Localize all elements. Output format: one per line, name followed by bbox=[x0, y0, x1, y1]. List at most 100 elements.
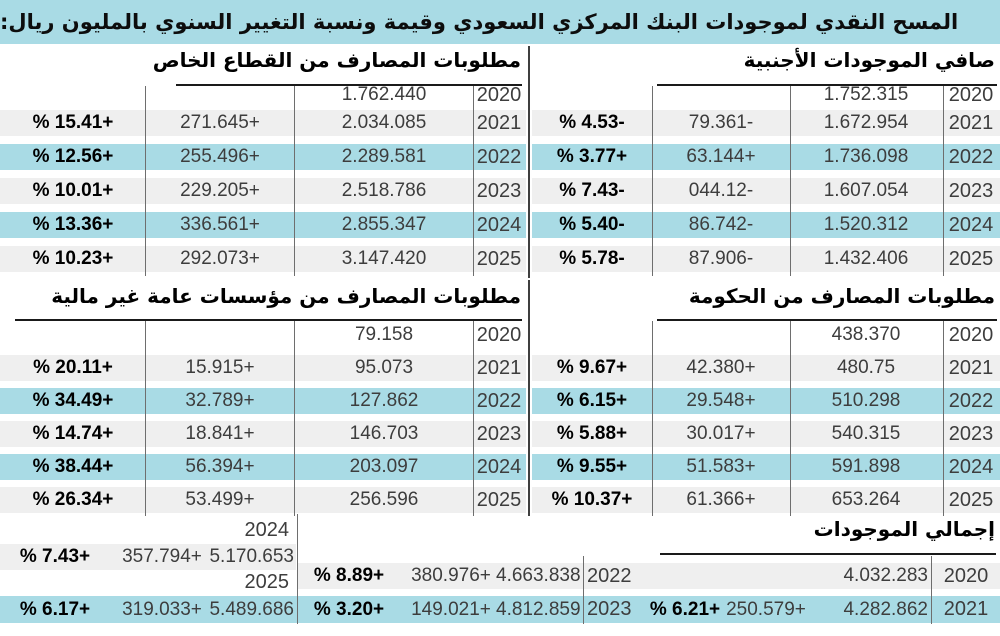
column-divider bbox=[297, 514, 298, 624]
value-cell: 146.703 bbox=[349, 423, 419, 444]
section-title-net-foreign-assets: صافي الموجودات الأجنبية bbox=[743, 48, 995, 72]
year-cell: 2020 bbox=[943, 565, 989, 587]
year-cell: 2025 bbox=[476, 248, 522, 270]
value-cell: 540.315 bbox=[831, 423, 901, 444]
change-cell: 32.789+ bbox=[185, 390, 255, 411]
table-row: 2025 3.147.420 292.073+ % 10.23+ bbox=[0, 246, 526, 272]
value-cell: 203.097 bbox=[349, 456, 419, 477]
change-cell: 51.583+ bbox=[686, 456, 756, 477]
value-cell: 2.289.581 bbox=[341, 146, 427, 167]
change-cell: 250.579+ bbox=[726, 599, 806, 620]
change-cell: 61.366+ bbox=[686, 489, 756, 510]
value-cell: 2.518.786 bbox=[341, 180, 427, 201]
year-cell: 2022 bbox=[948, 146, 994, 168]
value-cell: 1.607.054 bbox=[823, 180, 909, 201]
change-cell: 29.548+ bbox=[686, 390, 756, 411]
change-cell: 87.906- bbox=[688, 248, 754, 269]
table-row: 2022 2.289.581 255.496+ % 12.56+ bbox=[0, 144, 526, 170]
column-divider bbox=[652, 321, 653, 516]
column-divider bbox=[790, 86, 791, 276]
change-cell: 42.380+ bbox=[686, 357, 756, 378]
table-row: 2020 79.158 bbox=[0, 322, 526, 348]
change-cell: 149.021+ bbox=[411, 599, 491, 620]
column-divider bbox=[583, 556, 584, 624]
percent-cell: % 6.21+ bbox=[649, 599, 721, 620]
year-cell: 2025 bbox=[948, 489, 994, 511]
column-divider bbox=[931, 556, 932, 624]
table-row: 2021 95.073 15.915+ % 20.11+ bbox=[0, 355, 526, 381]
percent-cell: % 7.43- bbox=[559, 180, 625, 201]
value-cell: 2.034.085 bbox=[341, 112, 427, 133]
year-cell: 2022 bbox=[476, 390, 522, 412]
percent-cell: % 5.40- bbox=[559, 214, 625, 235]
section-title-total-assets: إجمالي الموجودات bbox=[813, 517, 995, 541]
table-row: 2022 510.298 29.548+ % 6.15+ bbox=[532, 388, 1000, 414]
year-cell: 2021 bbox=[948, 112, 994, 134]
table-row: 2023 146.703 18.841+ % 14.74+ bbox=[0, 421, 526, 447]
year-cell: 2023 bbox=[476, 180, 522, 202]
percent-cell: % 3.20+ bbox=[313, 599, 385, 620]
section-title-private-sector: مطلوبات المصارف من القطاع الخاص bbox=[152, 48, 521, 72]
percent-cell: % 15.41+ bbox=[32, 112, 114, 133]
value-cell: 653.264 bbox=[831, 489, 901, 510]
header-underline bbox=[15, 319, 522, 321]
percent-cell: % 3.77+ bbox=[556, 146, 628, 167]
percent-cell: % 5.88+ bbox=[556, 423, 628, 444]
value-cell: 1.520.312 bbox=[823, 214, 909, 235]
column-divider bbox=[943, 321, 944, 516]
section-title-government: مطلوبات المصارف من الحكومة bbox=[688, 284, 995, 308]
change-cell: 319.033+ bbox=[122, 599, 202, 620]
value-cell: 2.855.347 bbox=[341, 214, 427, 235]
table-divider bbox=[528, 280, 530, 516]
table-row: 2024 203.097 56.394+ % 38.44+ bbox=[0, 454, 526, 480]
percent-cell: % 4.53- bbox=[559, 112, 625, 133]
percent-cell: % 10.01+ bbox=[32, 180, 114, 201]
change-cell: 229.205+ bbox=[180, 180, 260, 201]
change-cell: 86.742- bbox=[688, 214, 754, 235]
percent-cell: % 9.55+ bbox=[556, 456, 628, 477]
value-cell: 1.752.315 bbox=[823, 84, 909, 105]
value-cell: 4.812.859 bbox=[496, 599, 581, 620]
header-underline bbox=[657, 84, 997, 86]
value-cell: 5.170.653 bbox=[209, 546, 294, 567]
value-cell: 510.298 bbox=[831, 390, 901, 411]
table-row: 2020 1.762.440 bbox=[0, 82, 526, 108]
column-divider bbox=[790, 321, 791, 516]
year-cell: 2021 bbox=[476, 357, 522, 379]
change-cell: 292.073+ bbox=[180, 248, 260, 269]
value-cell: 438.370 bbox=[831, 324, 901, 345]
change-cell: 18.841+ bbox=[185, 423, 255, 444]
percent-cell: % 10.23+ bbox=[32, 248, 114, 269]
year-cell: 2025 bbox=[244, 571, 290, 593]
table-row: % 7.43+ 357.794+ 5.170.653 bbox=[0, 544, 296, 570]
change-cell: 53.499+ bbox=[185, 489, 255, 510]
change-cell: 15.915+ bbox=[185, 357, 255, 378]
column-divider bbox=[145, 86, 146, 276]
header-underline bbox=[660, 553, 996, 555]
percent-cell: % 34.49+ bbox=[32, 390, 114, 411]
year-cell: 2020 bbox=[476, 84, 522, 106]
value-cell: 480.75 bbox=[836, 357, 896, 378]
change-cell: 255.496+ bbox=[180, 146, 260, 167]
year-cell: 2023 bbox=[587, 598, 632, 620]
table-row: 2021 480.75 42.380+ % 9.67+ bbox=[532, 355, 1000, 381]
table-row: 2020 1.752.315 bbox=[532, 82, 1000, 108]
table-divider bbox=[528, 46, 530, 278]
table-row: 2024 2.855.347 336.561+ % 13.36+ bbox=[0, 212, 526, 238]
year-cell: 2024 bbox=[948, 456, 994, 478]
table-row: 2025 1.432.406 87.906- % 5.78- bbox=[532, 246, 1000, 272]
year-cell: 2024 bbox=[948, 214, 994, 236]
header-underline bbox=[657, 319, 997, 321]
table-row: 2024 591.898 51.583+ % 9.55+ bbox=[532, 454, 1000, 480]
percent-cell: % 8.89+ bbox=[313, 565, 385, 586]
percent-cell: % 10.37+ bbox=[551, 489, 633, 510]
header-underline bbox=[176, 84, 522, 86]
column-divider bbox=[473, 86, 474, 276]
column-divider bbox=[294, 321, 295, 516]
year-cell: 2024 bbox=[476, 456, 522, 478]
percent-cell: % 14.74+ bbox=[32, 423, 114, 444]
change-cell: 56.394+ bbox=[185, 456, 255, 477]
change-cell: 271.645+ bbox=[180, 112, 260, 133]
year-cell: 2021 bbox=[943, 598, 989, 620]
table-row: 2023 1.607.054 044.12- % 7.43- bbox=[532, 178, 1000, 204]
